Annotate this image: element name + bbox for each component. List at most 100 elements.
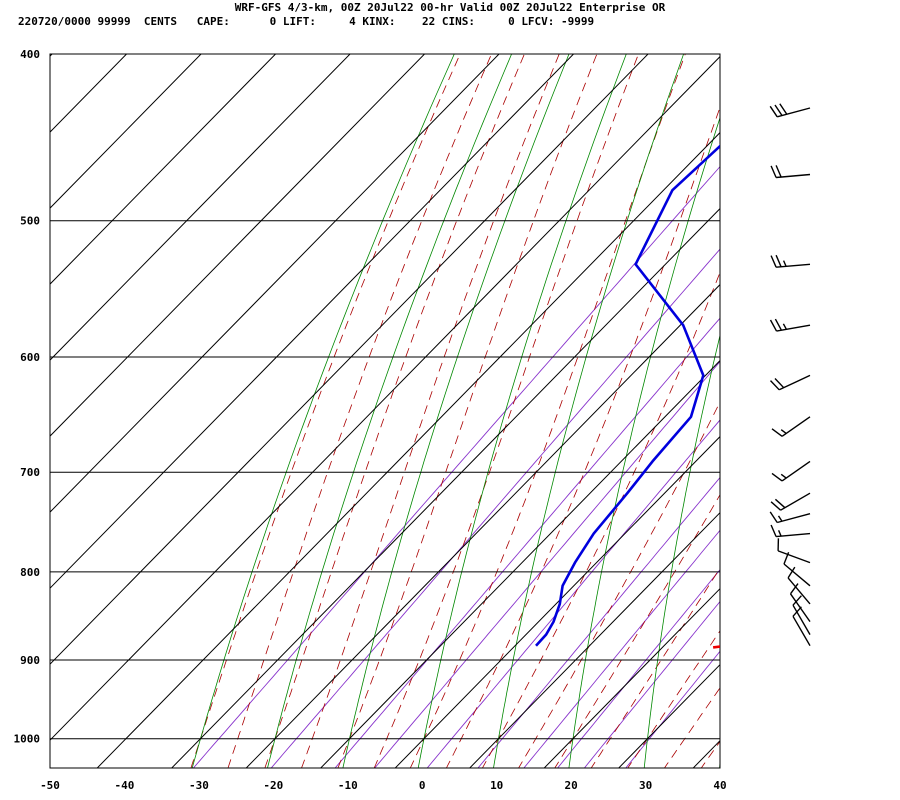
barb-staff — [792, 604, 811, 635]
dry-adiabat — [267, 54, 513, 768]
barb-staff — [780, 492, 811, 511]
isotherm-line — [543, 587, 720, 768]
barb-staff — [776, 324, 811, 332]
moist-adiabat — [264, 54, 525, 768]
temperature-tick-label: 40 — [713, 779, 726, 792]
barb-feather — [775, 254, 782, 268]
barb-staff — [783, 563, 811, 587]
temperature-tick-label: -30 — [189, 779, 209, 792]
barb-feather — [770, 255, 777, 268]
barb-feather — [774, 104, 783, 116]
barb-feather — [769, 319, 778, 332]
barb-half-feather — [777, 530, 782, 537]
dry-adiabat — [719, 757, 720, 768]
barb-feather — [769, 380, 780, 391]
plot-frame — [49, 53, 721, 769]
barb-staff — [781, 416, 811, 437]
isotherm-line — [0, 16, 15, 783]
dry-adiabat — [342, 54, 570, 768]
mixing-ratio-line — [374, 360, 720, 768]
wind-barb — [777, 538, 811, 564]
barb-feather — [774, 378, 785, 389]
barb-feather — [779, 103, 788, 115]
wind-barb — [792, 606, 811, 647]
wind-barb — [770, 165, 811, 179]
barb-half-feather — [777, 515, 783, 522]
pressure-tick-label: 600 — [20, 351, 40, 364]
moist-adiabat — [627, 630, 720, 768]
isotherm-line — [394, 435, 720, 768]
wind-barb — [771, 416, 811, 437]
moist-adiabat — [227, 54, 492, 768]
dry-adiabats — [191, 16, 900, 783]
moist-adiabat — [554, 493, 720, 768]
moist-adiabat — [590, 567, 720, 768]
temperature-tick-label: 30 — [639, 779, 652, 792]
mixing-ratio-line — [557, 569, 720, 768]
temperature-tick-label: -50 — [40, 779, 60, 792]
wind-barbs — [769, 103, 811, 647]
barb-staff — [778, 374, 811, 391]
dry-adiabat — [794, 16, 900, 783]
isotherm-line — [50, 54, 202, 209]
barb-staff — [777, 513, 811, 524]
moist-adiabat — [373, 54, 639, 768]
barb-staff — [776, 263, 811, 268]
isobars — [50, 54, 720, 740]
barb-feather — [769, 511, 778, 523]
mixing-ratio-line — [523, 529, 720, 768]
pressure-tick-label: 500 — [20, 215, 40, 228]
pressure-tick-label: 900 — [20, 654, 40, 667]
dry-adiabat — [643, 333, 720, 768]
temperature-tick-label: 20 — [564, 779, 577, 792]
isotherm-line — [50, 54, 53, 57]
pressure-tick-label: 700 — [20, 466, 40, 479]
pressure-tick-label: 1000 — [14, 733, 41, 746]
moist-adiabat — [337, 54, 598, 768]
barb-feather — [789, 583, 799, 595]
isotherm-line — [50, 54, 277, 285]
chart-title: WRF-GFS 4/3-km, 00Z 20Jul22 00-hr Valid … — [234, 1, 666, 14]
isotherm-line — [50, 54, 128, 133]
isotherm-line — [50, 54, 426, 437]
barb-feather — [770, 165, 777, 178]
dewpoint-profile — [535, 144, 720, 647]
isotherm-line — [754, 16, 900, 783]
isotherm-line — [50, 54, 500, 513]
moist-adiabat — [518, 401, 720, 768]
profiles — [535, 144, 720, 649]
barb-staff — [792, 615, 811, 647]
moist-adiabat — [700, 740, 720, 768]
temperature-tick-label: 10 — [490, 779, 503, 792]
isotherm-line — [50, 54, 649, 665]
barb-feather — [774, 498, 786, 509]
barb-feather — [792, 606, 802, 617]
isotherm-line — [96, 131, 720, 768]
isotherm-line — [245, 283, 720, 768]
barb-half-feather — [780, 429, 787, 434]
dry-adiabat — [568, 116, 720, 768]
sounding-indices: 220720/0000 99999 CENTS CAPE: 0 LIFT: 4 … — [18, 15, 595, 28]
isotherm-line — [320, 359, 720, 768]
pressure-tick-label: 400 — [20, 48, 40, 61]
barb-half-feather — [780, 473, 787, 479]
barb-feather — [783, 551, 790, 565]
wind-barb — [769, 318, 811, 332]
mixing-ratio-line — [583, 600, 720, 768]
dry-adiabat — [493, 54, 685, 768]
wind-barb — [769, 374, 811, 391]
wind-barb — [769, 511, 811, 524]
mixing-ratio-lines — [192, 165, 720, 768]
isotherm-line — [618, 663, 720, 768]
mixing-ratio-line — [270, 248, 720, 768]
barb-feather — [774, 318, 783, 331]
barb-staff — [777, 550, 811, 564]
pressure-tick-labels: 400 500 600 700 800 900 1000 — [14, 48, 41, 746]
isotherm-line — [469, 511, 720, 768]
wind-barb — [787, 566, 811, 605]
isotherm-line — [692, 739, 720, 768]
wind-barb — [769, 103, 811, 118]
temperature-tick-labels: -50 -40 -30 -20 -10 0 10 20 30 40 — [40, 779, 727, 792]
pressure-tick-label: 800 — [20, 566, 40, 579]
